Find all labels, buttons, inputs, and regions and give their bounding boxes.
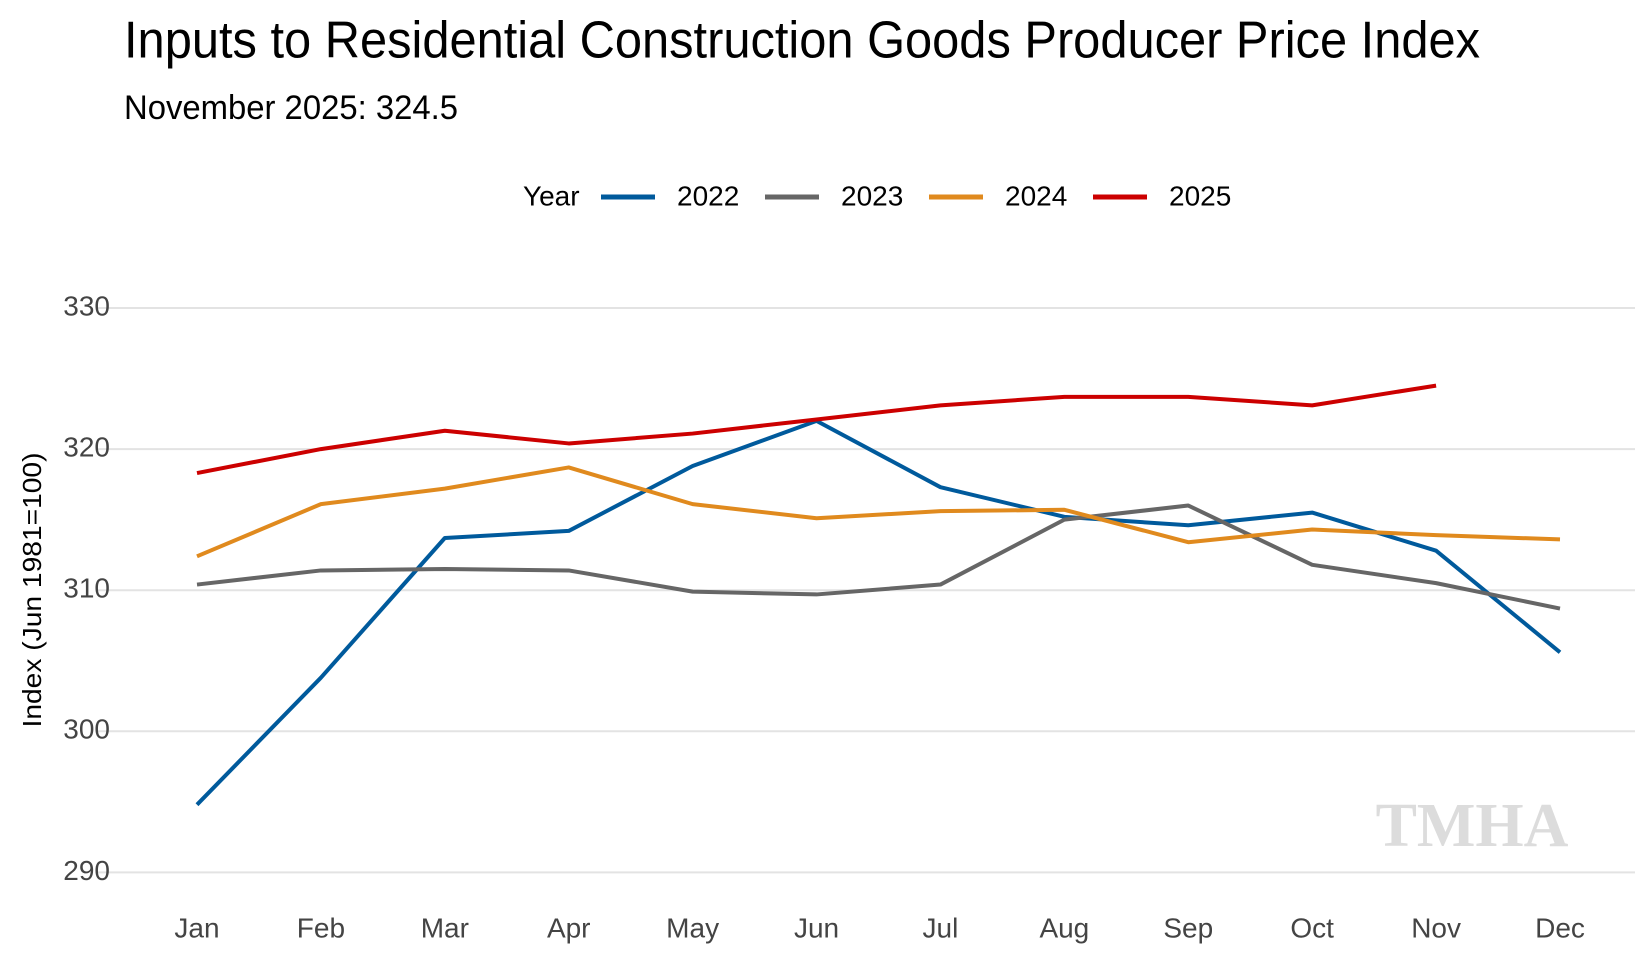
chart-title: Inputs to Residential Construction Goods…	[124, 12, 1480, 70]
y-tick-label: 290	[63, 855, 110, 886]
x-tick-label: Nov	[1411, 912, 1461, 943]
y-tick-label: 330	[63, 290, 110, 321]
series-line	[195, 418, 1562, 807]
x-tick-label: Oct	[1290, 912, 1334, 943]
series-line	[196, 383, 1437, 476]
x-tick-label: Dec	[1535, 912, 1585, 943]
x-tick-label: May	[666, 912, 719, 943]
legend-label: 2023	[841, 180, 903, 211]
x-tick-label: Jul	[923, 912, 959, 943]
x-tick-label: Jun	[794, 912, 839, 943]
x-tick-label: Feb	[297, 912, 345, 943]
legend-title: Year	[523, 180, 580, 211]
x-tick-label: Mar	[421, 912, 469, 943]
chart-subtitle: November 2025: 324.5	[124, 89, 458, 127]
x-tick-label: Apr	[547, 912, 591, 943]
x-tick-label: Aug	[1039, 912, 1089, 943]
series-line	[196, 465, 1561, 559]
x-tick-label: Jan	[174, 912, 219, 943]
y-tick-label: 300	[63, 714, 110, 745]
series-line	[196, 503, 1561, 611]
x-tick-label: Sep	[1163, 912, 1213, 943]
legend-label: 2024	[1005, 180, 1067, 211]
y-axis-label: Index (Jun 1981=100)	[17, 453, 47, 728]
legend-label: 2022	[677, 180, 739, 211]
y-tick-label: 310	[63, 573, 110, 604]
watermark: TMHA	[1376, 792, 1569, 860]
y-tick-label: 320	[63, 431, 110, 462]
legend-label: 2025	[1169, 180, 1231, 211]
